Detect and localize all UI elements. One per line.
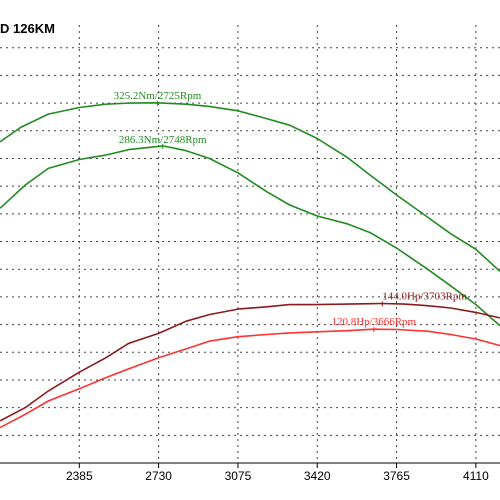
peak-annotation-0: 325.2Nm/2725Rpm	[114, 90, 202, 102]
peak-annotation-2: 144.0Hp/3703Rpm	[382, 291, 467, 303]
x-tick-layer: 2385 2730 3075 3420 3765 4110	[66, 463, 489, 483]
x-tick-label: 3075	[225, 469, 252, 483]
peak-annotation-1: 286.3Nm/2748Rpm	[119, 134, 207, 146]
series-line-2	[0, 302, 500, 422]
x-tick-label: 2730	[145, 469, 172, 483]
x-tick-label: 3420	[304, 469, 331, 483]
x-tick-label: 4110	[463, 469, 489, 483]
chart-title: D 126KM	[0, 21, 55, 36]
series-layer	[0, 102, 500, 429]
series-line-3	[0, 328, 500, 429]
series-line-0	[0, 102, 500, 272]
series-line-1	[0, 145, 500, 327]
x-tick-label: 3765	[383, 469, 410, 483]
annotation-layer: 325.2Nm/2725Rpm 286.3Nm/2748Rpm 144.0Hp/37…	[114, 90, 467, 333]
x-tick-label: 2385	[66, 469, 93, 483]
peak-annotation-3: 120.8Hp/3666Rpm	[331, 316, 416, 328]
chart-grid	[0, 25, 500, 463]
